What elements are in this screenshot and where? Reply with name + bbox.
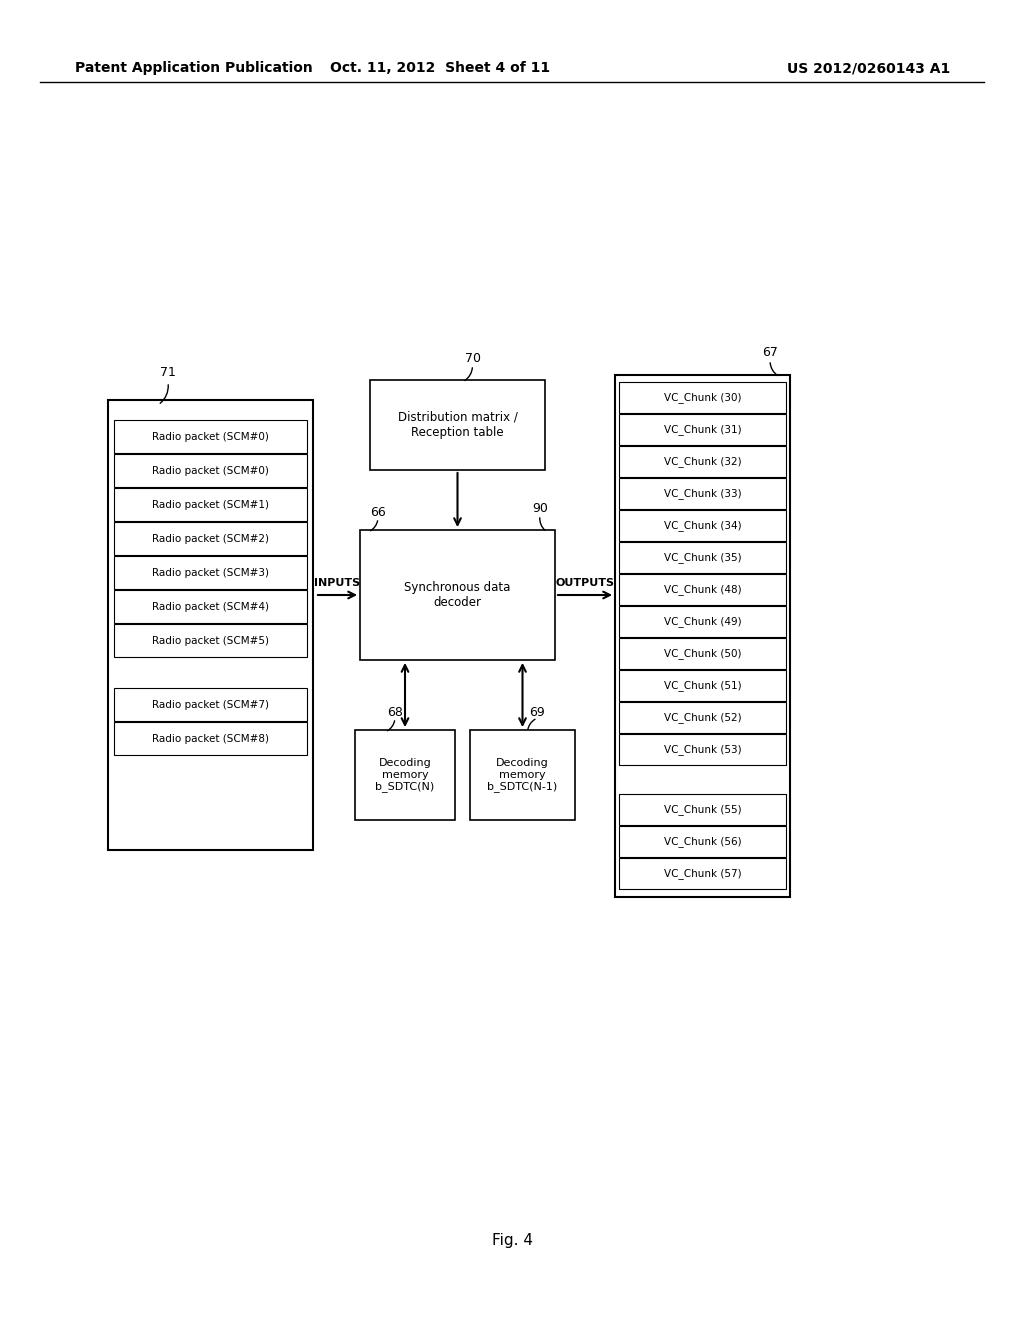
FancyBboxPatch shape xyxy=(618,795,786,825)
Text: 66: 66 xyxy=(370,506,386,519)
FancyBboxPatch shape xyxy=(114,488,307,521)
Text: Decoding
memory
b_SDTC(N): Decoding memory b_SDTC(N) xyxy=(376,758,434,792)
FancyBboxPatch shape xyxy=(618,478,786,510)
FancyBboxPatch shape xyxy=(114,556,307,589)
FancyBboxPatch shape xyxy=(618,702,786,733)
Text: 90: 90 xyxy=(532,502,548,515)
FancyBboxPatch shape xyxy=(618,543,786,573)
FancyBboxPatch shape xyxy=(618,446,786,477)
FancyBboxPatch shape xyxy=(114,624,307,657)
Text: OUTPUTS: OUTPUTS xyxy=(555,578,614,587)
Text: Oct. 11, 2012  Sheet 4 of 11: Oct. 11, 2012 Sheet 4 of 11 xyxy=(330,61,550,75)
Text: VC_Chunk (53): VC_Chunk (53) xyxy=(664,744,741,755)
Text: 71: 71 xyxy=(160,366,176,379)
Text: Radio packet (SCM#7): Radio packet (SCM#7) xyxy=(152,700,269,710)
FancyBboxPatch shape xyxy=(470,730,575,820)
Text: VC_Chunk (49): VC_Chunk (49) xyxy=(664,616,741,627)
Text: Fig. 4: Fig. 4 xyxy=(492,1233,532,1247)
Text: Radio packet (SCM#2): Radio packet (SCM#2) xyxy=(152,533,269,544)
Text: VC_Chunk (55): VC_Chunk (55) xyxy=(664,804,741,814)
Text: VC_Chunk (56): VC_Chunk (56) xyxy=(664,836,741,847)
Text: VC_Chunk (31): VC_Chunk (31) xyxy=(664,424,741,436)
Text: VC_Chunk (34): VC_Chunk (34) xyxy=(664,520,741,531)
Text: 68: 68 xyxy=(387,705,402,718)
FancyBboxPatch shape xyxy=(114,722,307,755)
Text: 70: 70 xyxy=(465,351,480,364)
Text: Radio packet (SCM#0): Radio packet (SCM#0) xyxy=(152,466,269,475)
Text: VC_Chunk (51): VC_Chunk (51) xyxy=(664,680,741,690)
Text: Radio packet (SCM#1): Radio packet (SCM#1) xyxy=(152,499,269,510)
Text: 67: 67 xyxy=(762,346,778,359)
Text: VC_Chunk (35): VC_Chunk (35) xyxy=(664,552,741,562)
FancyBboxPatch shape xyxy=(618,858,786,888)
FancyBboxPatch shape xyxy=(114,454,307,487)
FancyBboxPatch shape xyxy=(114,590,307,623)
FancyBboxPatch shape xyxy=(114,688,307,721)
FancyBboxPatch shape xyxy=(618,671,786,701)
Text: VC_Chunk (57): VC_Chunk (57) xyxy=(664,869,741,879)
FancyBboxPatch shape xyxy=(355,730,455,820)
Text: Radio packet (SCM#5): Radio packet (SCM#5) xyxy=(152,635,269,645)
FancyBboxPatch shape xyxy=(618,574,786,605)
Text: VC_Chunk (33): VC_Chunk (33) xyxy=(664,488,741,499)
Text: VC_Chunk (48): VC_Chunk (48) xyxy=(664,583,741,595)
Text: VC_Chunk (30): VC_Chunk (30) xyxy=(664,392,741,403)
Text: VC_Chunk (32): VC_Chunk (32) xyxy=(664,455,741,467)
FancyBboxPatch shape xyxy=(370,380,545,470)
Text: Radio packet (SCM#8): Radio packet (SCM#8) xyxy=(152,734,269,743)
FancyBboxPatch shape xyxy=(114,420,307,453)
Text: US 2012/0260143 A1: US 2012/0260143 A1 xyxy=(786,61,950,75)
FancyBboxPatch shape xyxy=(618,606,786,638)
FancyBboxPatch shape xyxy=(108,400,313,850)
FancyBboxPatch shape xyxy=(618,414,786,445)
Text: Synchronous data
decoder: Synchronous data decoder xyxy=(404,581,511,609)
FancyBboxPatch shape xyxy=(618,381,786,413)
Text: VC_Chunk (50): VC_Chunk (50) xyxy=(664,648,741,659)
Text: 69: 69 xyxy=(529,705,546,718)
Text: Decoding
memory
b_SDTC(N-1): Decoding memory b_SDTC(N-1) xyxy=(487,758,558,792)
Text: VC_Chunk (52): VC_Chunk (52) xyxy=(664,711,741,723)
Text: INPUTS: INPUTS xyxy=(314,578,360,587)
FancyBboxPatch shape xyxy=(114,521,307,554)
Text: Radio packet (SCM#3): Radio packet (SCM#3) xyxy=(152,568,269,578)
FancyBboxPatch shape xyxy=(618,734,786,766)
FancyBboxPatch shape xyxy=(618,826,786,857)
FancyBboxPatch shape xyxy=(615,375,790,898)
FancyBboxPatch shape xyxy=(618,510,786,541)
FancyBboxPatch shape xyxy=(360,531,555,660)
FancyBboxPatch shape xyxy=(618,638,786,669)
Text: Radio packet (SCM#4): Radio packet (SCM#4) xyxy=(152,602,269,611)
Text: Distribution matrix /
Reception table: Distribution matrix / Reception table xyxy=(397,411,517,440)
Text: Patent Application Publication: Patent Application Publication xyxy=(75,61,312,75)
Text: Radio packet (SCM#0): Radio packet (SCM#0) xyxy=(152,432,269,441)
